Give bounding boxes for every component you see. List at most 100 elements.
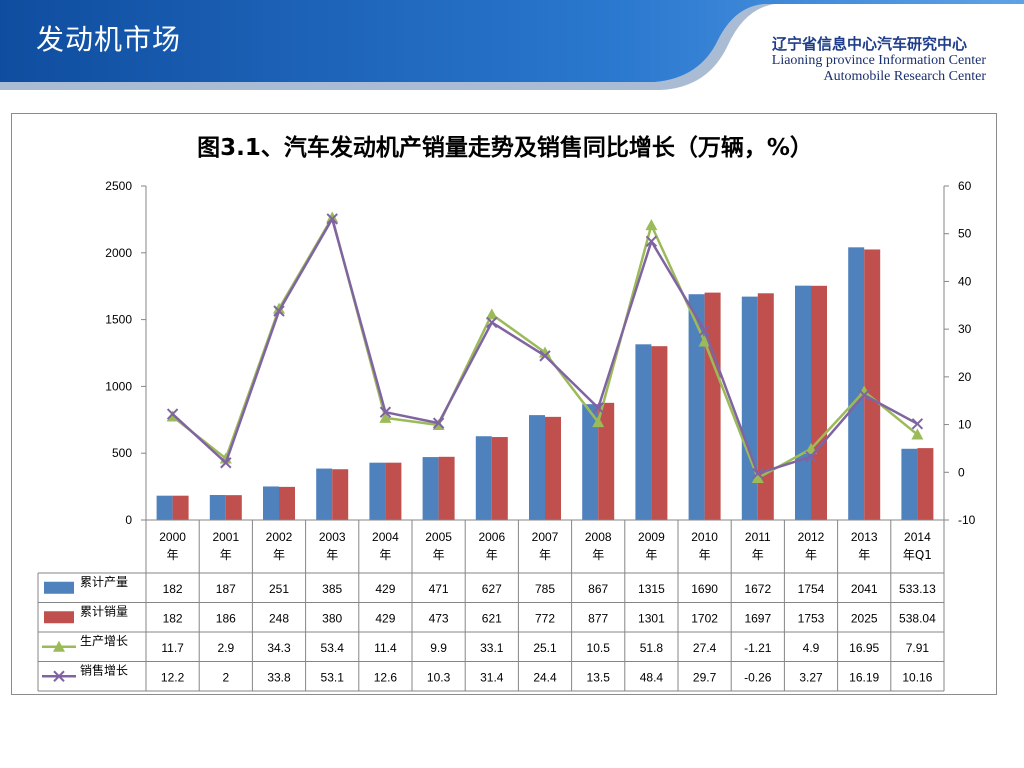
table-cell-production-growth: 53.4	[321, 641, 345, 655]
y-left-tick-label: 500	[112, 446, 132, 460]
point-production-growth	[485, 308, 498, 320]
table-cell-sales: 621	[482, 611, 502, 625]
point-production-growth	[698, 335, 711, 347]
point-sales-growth	[486, 316, 498, 329]
point-production-growth	[166, 410, 179, 422]
legend-label-production: 累计产量	[80, 575, 128, 589]
bar-production	[901, 448, 918, 520]
category-label: 2006	[478, 530, 505, 544]
org-name-en-line1: Liaoning province Information Center	[771, 53, 986, 68]
category-label: 2007	[532, 530, 559, 544]
y-right-tick-label: -10	[958, 513, 976, 527]
category-label: 2009	[638, 530, 665, 544]
bar-production	[316, 468, 333, 520]
table-cell-sales-growth: 29.7	[693, 670, 717, 684]
point-sales-growth	[539, 350, 551, 362]
header-banner	[0, 0, 1024, 95]
table-cell-production-growth: 7.91	[906, 641, 930, 655]
y-left-tick-label: 2500	[105, 179, 132, 193]
point-sales-growth	[326, 213, 338, 225]
y-right-tick-label: 40	[958, 274, 972, 288]
category-label-suffix: 年	[539, 548, 551, 562]
y-left-tick-label: 0	[125, 513, 132, 527]
point-sales-growth	[645, 235, 658, 248]
point-sales-growth	[166, 408, 179, 420]
table-cell-sales: 186	[216, 611, 236, 625]
table-cell-sales-growth: 16.19	[849, 670, 879, 684]
category-label-suffix: 年	[220, 548, 232, 562]
bar-production	[422, 457, 439, 520]
table-cell-production-growth: 9.9	[430, 641, 447, 655]
table-cell-sales-growth: 10.3	[427, 670, 451, 684]
bar-sales	[491, 437, 508, 520]
table-cell-sales-growth: 12.6	[374, 670, 398, 684]
table-cell-production-growth: 4.9	[803, 641, 820, 655]
bar-sales	[704, 292, 721, 520]
table-cell-sales: 182	[163, 611, 183, 625]
table-cell-sales: 380	[322, 611, 342, 625]
category-label: 2004	[372, 530, 399, 544]
chart-frame	[11, 113, 997, 695]
y-right-tick-label: 10	[958, 418, 972, 432]
category-label-suffix: 年	[433, 548, 445, 562]
table-cell-production-growth: 34.3	[267, 641, 291, 655]
bar-sales	[651, 346, 668, 520]
point-sales-growth	[220, 457, 232, 469]
point-production-growth	[379, 411, 392, 423]
category-label: 2008	[585, 530, 612, 544]
table-cell-sales-growth: 2	[222, 670, 229, 684]
table-cell-production-growth: 16.95	[849, 641, 879, 655]
bar-sales	[279, 486, 295, 520]
category-label: 2010	[691, 530, 718, 544]
table-cell-production: 187	[216, 582, 236, 596]
bar-sales	[757, 293, 774, 520]
table-cell-production: 1672	[744, 582, 771, 596]
y-right-tick-label: 30	[958, 322, 972, 336]
category-label: 2011	[745, 530, 771, 544]
table-cell-production: 2041	[851, 582, 878, 596]
table-cell-production: 1315	[638, 582, 665, 596]
table-cell-production-growth: 27.4	[693, 641, 717, 655]
legend-key-production	[44, 581, 74, 594]
point-sales-growth	[432, 417, 445, 429]
table-cell-sales: 1697	[744, 611, 771, 625]
point-production-growth	[592, 416, 605, 428]
table-cell-production-growth: 33.1	[480, 641, 504, 655]
bar-production	[369, 462, 386, 520]
table-cell-production: 182	[163, 582, 183, 596]
category-label-suffix: 年	[752, 548, 764, 562]
table-cell-production: 471	[429, 582, 449, 596]
table-cell-sales: 1702	[691, 611, 718, 625]
point-production-growth	[326, 211, 339, 223]
legend-marker-sales-growth	[53, 670, 65, 682]
point-production-growth	[805, 442, 817, 454]
bar-sales	[545, 416, 561, 520]
category-label: 2002	[266, 530, 293, 544]
point-production-growth	[911, 428, 924, 440]
org-name-cn: 辽宁省信息中心汽车研究中心	[772, 35, 968, 53]
category-label-suffix: 年	[699, 548, 711, 562]
table-cell-production: 385	[322, 582, 342, 596]
y-right-tick-label: 50	[958, 227, 972, 241]
bar-sales	[438, 456, 455, 520]
table-cell-sales: 538.04	[899, 611, 936, 625]
table-cell-production-growth: 51.8	[640, 641, 664, 655]
category-label-suffix: 年	[379, 548, 391, 562]
table-cell-production-growth: 25.1	[533, 641, 557, 655]
category-label-suffix: 年	[486, 548, 498, 562]
table-cell-sales-growth: 24.4	[533, 670, 557, 684]
table-cell-production: 627	[482, 582, 502, 596]
bar-production	[635, 344, 652, 520]
y-right-tick-label: 60	[958, 179, 972, 193]
category-label: 2003	[319, 530, 346, 544]
table-cell-production-growth: -1.21	[744, 641, 772, 655]
bar-production	[741, 296, 758, 520]
bar-sales	[332, 469, 349, 520]
table-cell-production-growth: 10.5	[587, 641, 611, 655]
bar-sales	[864, 249, 881, 520]
point-sales-growth	[805, 450, 817, 463]
point-sales-growth	[752, 467, 764, 480]
category-label-suffix: 年	[326, 548, 338, 562]
table-cell-production-growth: 11.4	[374, 641, 397, 655]
